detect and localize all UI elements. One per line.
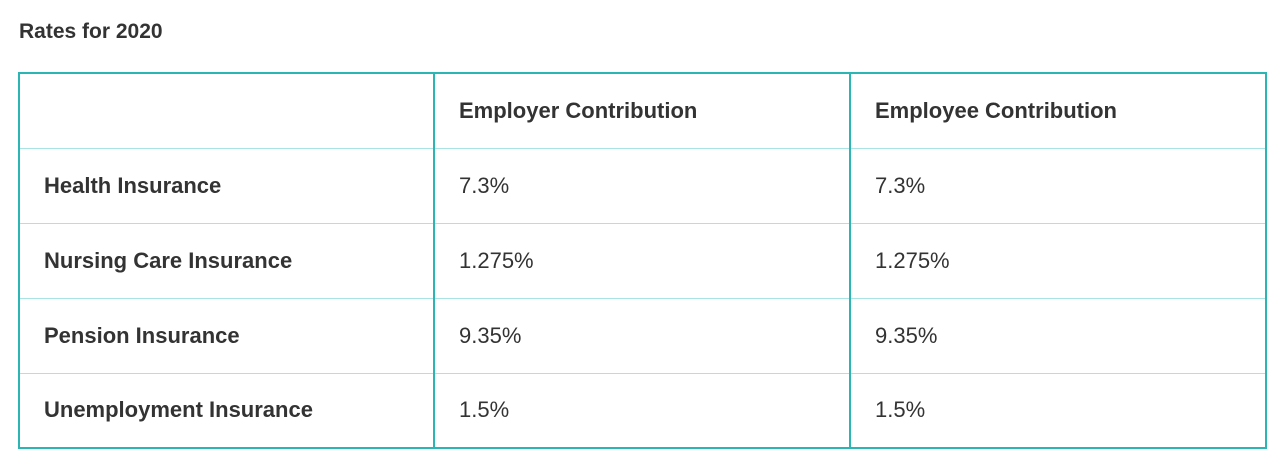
rates-table: Employer Contribution Employee Contribut… xyxy=(18,72,1267,449)
employer-rate-cell: 1.5% xyxy=(433,372,850,449)
employee-rate-cell: 1.5% xyxy=(849,372,1267,449)
row-label: Health Insurance xyxy=(18,147,434,224)
column-header-employer: Employer Contribution xyxy=(433,72,850,149)
employee-rate-cell: 1.275% xyxy=(849,222,1267,299)
employer-rate-cell: 7.3% xyxy=(433,147,850,224)
employer-rate-cell: 9.35% xyxy=(433,297,850,374)
table-row: Nursing Care Insurance 1.275% 1.275% xyxy=(18,222,1267,299)
row-label: Unemployment Insurance xyxy=(18,372,434,449)
table-row: Health Insurance 7.3% 7.3% xyxy=(18,147,1267,224)
employee-rate-cell: 9.35% xyxy=(849,297,1267,374)
table-row: Pension Insurance 9.35% 9.35% xyxy=(18,297,1267,374)
employer-rate-cell: 1.275% xyxy=(433,222,850,299)
column-header-employee: Employee Contribution xyxy=(849,72,1267,149)
table-header-row: Employer Contribution Employee Contribut… xyxy=(18,72,1267,149)
column-header-empty xyxy=(18,72,434,149)
employee-rate-cell: 7.3% xyxy=(849,147,1267,224)
page-title: Rates for 2020 xyxy=(19,20,163,43)
table-row: Unemployment Insurance 1.5% 1.5% xyxy=(18,372,1267,449)
row-label: Pension Insurance xyxy=(18,297,434,374)
row-label: Nursing Care Insurance xyxy=(18,222,434,299)
